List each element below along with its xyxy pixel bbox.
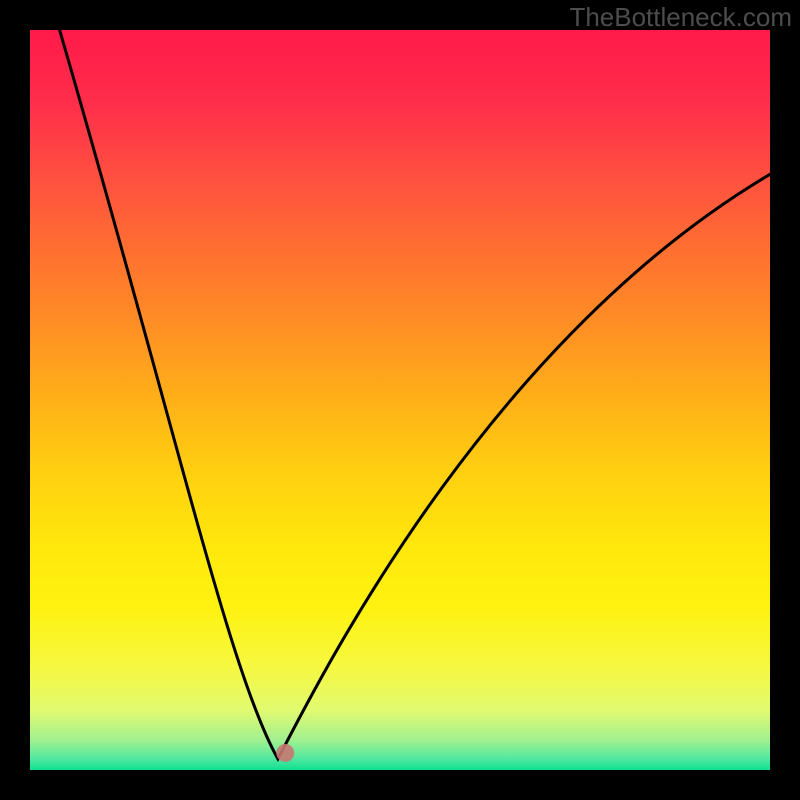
bottleneck-chart: TheBottleneck.com	[0, 0, 800, 800]
watermark-text: TheBottleneck.com	[569, 2, 792, 33]
chart-svg	[0, 0, 800, 800]
plot-background-gradient	[30, 30, 770, 770]
optimum-marker	[276, 744, 294, 762]
